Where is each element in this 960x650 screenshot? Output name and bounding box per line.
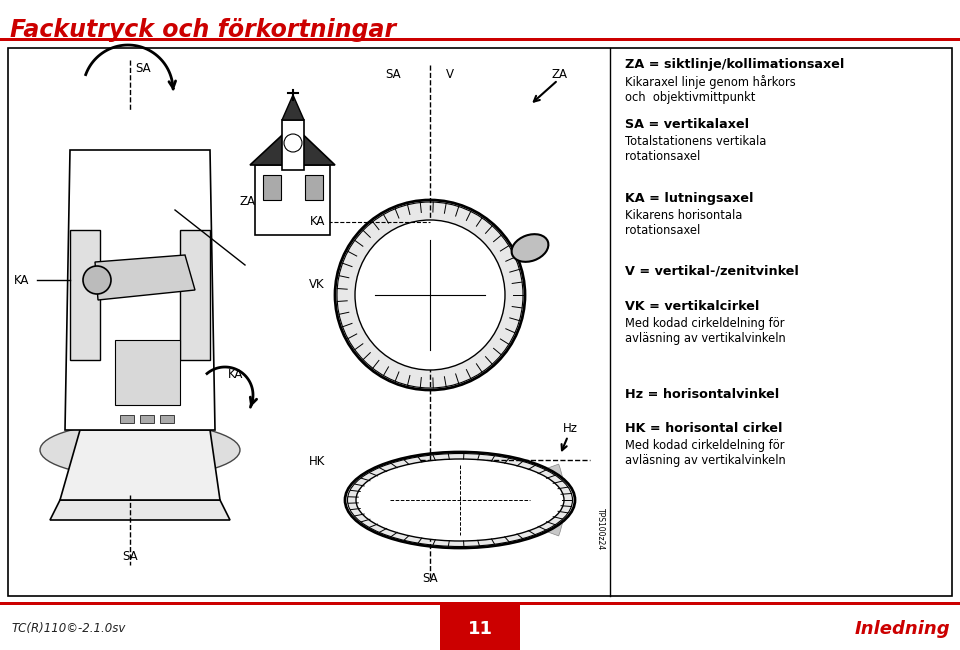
Ellipse shape bbox=[355, 220, 505, 370]
Text: HK: HK bbox=[308, 455, 325, 468]
Bar bbox=[305, 175, 323, 200]
Polygon shape bbox=[70, 230, 100, 360]
Text: V = vertikal-/zenitvinkel: V = vertikal-/zenitvinkel bbox=[625, 265, 799, 278]
Text: ZA = siktlinje/kollimationsaxel: ZA = siktlinje/kollimationsaxel bbox=[625, 58, 845, 71]
Text: SA = vertikalaxel: SA = vertikalaxel bbox=[625, 118, 749, 131]
Text: SA: SA bbox=[122, 550, 138, 563]
Ellipse shape bbox=[348, 454, 572, 547]
Text: V: V bbox=[446, 68, 454, 81]
Wedge shape bbox=[430, 215, 510, 295]
Text: HK = horisontal cirkel: HK = horisontal cirkel bbox=[625, 422, 782, 435]
Text: Med kodad cirkeldelning för
avläsning av vertikalvinkeln: Med kodad cirkeldelning för avläsning av… bbox=[625, 317, 785, 345]
Polygon shape bbox=[50, 500, 230, 520]
Bar bbox=[140, 415, 154, 423]
Polygon shape bbox=[180, 230, 210, 360]
Bar bbox=[0, 602, 960, 605]
Circle shape bbox=[284, 134, 302, 152]
Ellipse shape bbox=[335, 200, 525, 390]
Text: VK: VK bbox=[309, 278, 325, 291]
Text: KA: KA bbox=[228, 368, 244, 381]
Bar bbox=[120, 415, 134, 423]
Text: Fackutryck och förkortningar: Fackutryck och förkortningar bbox=[10, 18, 396, 42]
Bar bbox=[8, 48, 952, 596]
Ellipse shape bbox=[356, 459, 564, 541]
Text: KA = lutningsaxel: KA = lutningsaxel bbox=[625, 192, 754, 205]
Bar bbox=[263, 175, 281, 200]
Bar bbox=[440, 604, 520, 650]
Bar bbox=[0, 38, 960, 41]
Bar bbox=[255, 165, 330, 235]
Ellipse shape bbox=[40, 422, 240, 478]
Polygon shape bbox=[282, 95, 304, 120]
Circle shape bbox=[83, 266, 111, 294]
Ellipse shape bbox=[337, 202, 523, 388]
Text: Hz = horisontalvinkel: Hz = horisontalvinkel bbox=[625, 388, 780, 401]
Text: Kikarens horisontala
rotationsaxel: Kikarens horisontala rotationsaxel bbox=[625, 209, 742, 237]
Bar bbox=[282, 120, 304, 170]
Text: Totalstationens vertikala
rotationsaxel: Totalstationens vertikala rotationsaxel bbox=[625, 135, 766, 163]
Text: TPS100z24: TPS100z24 bbox=[595, 508, 605, 550]
Text: SA: SA bbox=[135, 62, 151, 75]
Text: Inledning: Inledning bbox=[854, 619, 950, 638]
Text: Kikaraxel linje genom hårkors
och  objektivmittpunkt: Kikaraxel linje genom hårkors och objekt… bbox=[625, 75, 796, 104]
Text: TC(R)110©-2.1.0sv: TC(R)110©-2.1.0sv bbox=[12, 622, 127, 635]
Text: VK = vertikalcirkel: VK = vertikalcirkel bbox=[625, 300, 759, 313]
Text: Hz: Hz bbox=[563, 422, 578, 435]
Bar bbox=[0, 605, 960, 650]
Text: KA: KA bbox=[14, 274, 30, 287]
Text: SA: SA bbox=[422, 572, 438, 585]
Polygon shape bbox=[65, 150, 215, 430]
Text: ZA: ZA bbox=[240, 195, 256, 208]
Text: SA: SA bbox=[385, 68, 401, 81]
Ellipse shape bbox=[512, 234, 548, 262]
Bar bbox=[115, 340, 180, 405]
Text: Med kodad cirkeldelning för
avläsning av vertikalvinkeln: Med kodad cirkeldelning för avläsning av… bbox=[625, 439, 785, 467]
Text: 11: 11 bbox=[468, 619, 492, 638]
Polygon shape bbox=[250, 125, 335, 165]
Wedge shape bbox=[460, 464, 565, 536]
Polygon shape bbox=[60, 430, 220, 500]
Bar bbox=[160, 415, 174, 423]
Text: KA: KA bbox=[310, 215, 325, 228]
Polygon shape bbox=[95, 255, 195, 300]
Text: ZA: ZA bbox=[552, 68, 568, 81]
Ellipse shape bbox=[345, 452, 575, 548]
